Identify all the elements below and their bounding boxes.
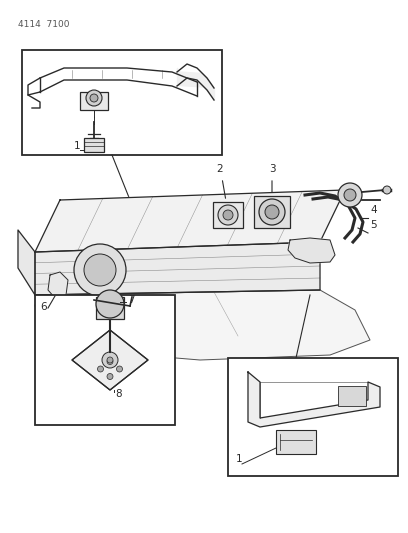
Polygon shape (48, 272, 68, 298)
Polygon shape (288, 238, 335, 263)
Text: 3: 3 (269, 164, 275, 174)
Bar (228, 358, 398, 476)
Text: 1: 1 (74, 141, 81, 151)
Text: 4: 4 (370, 205, 377, 215)
Bar (96, 297, 124, 319)
Polygon shape (18, 230, 35, 295)
Text: 2: 2 (217, 164, 223, 174)
Circle shape (265, 205, 279, 219)
Bar (84, 138, 104, 152)
Bar (254, 196, 290, 228)
Circle shape (223, 210, 233, 220)
Bar (276, 430, 316, 454)
Polygon shape (35, 190, 345, 252)
Text: 4114  7100: 4114 7100 (18, 20, 69, 29)
Circle shape (117, 366, 122, 372)
Text: 8: 8 (115, 389, 122, 399)
Bar (338, 386, 366, 406)
Circle shape (383, 186, 391, 194)
Text: 5: 5 (370, 220, 377, 230)
Circle shape (102, 352, 118, 368)
Bar (80, 92, 108, 110)
Circle shape (98, 366, 104, 372)
Circle shape (344, 189, 356, 201)
Circle shape (107, 357, 113, 363)
Text: 7: 7 (128, 295, 135, 305)
Bar (213, 202, 243, 228)
Circle shape (259, 199, 285, 225)
Circle shape (84, 254, 116, 286)
Polygon shape (72, 330, 148, 390)
Polygon shape (35, 242, 320, 295)
Circle shape (96, 290, 124, 318)
Bar (35, 295, 175, 425)
Circle shape (218, 205, 238, 225)
Text: 1: 1 (236, 454, 243, 464)
Text: 6: 6 (40, 302, 47, 312)
Circle shape (74, 244, 126, 296)
Circle shape (107, 374, 113, 379)
Bar (22, 50, 222, 155)
Circle shape (90, 94, 98, 102)
Polygon shape (248, 372, 380, 427)
Polygon shape (35, 290, 370, 360)
Circle shape (86, 90, 102, 106)
Circle shape (338, 183, 362, 207)
Circle shape (107, 359, 113, 365)
